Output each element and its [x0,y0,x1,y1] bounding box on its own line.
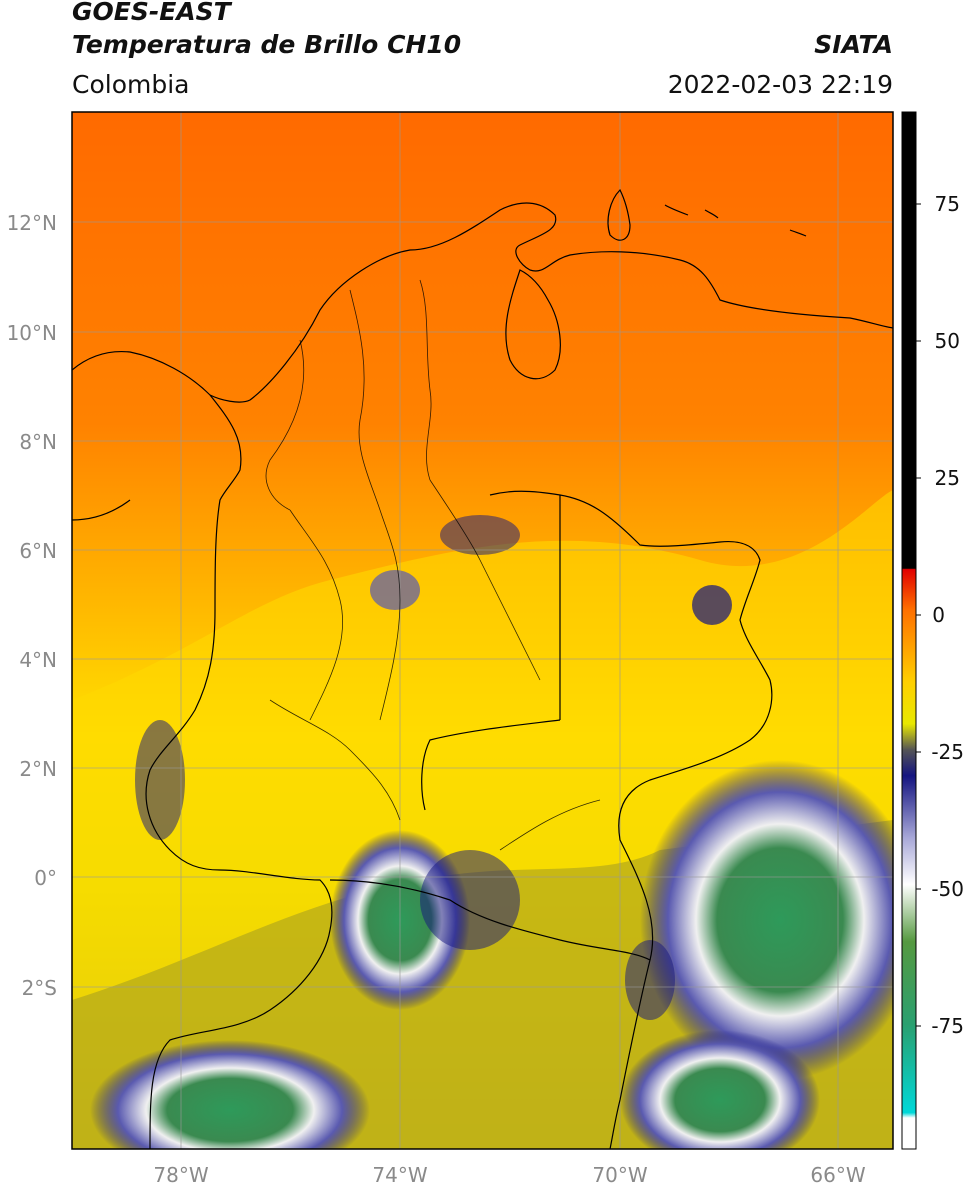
lon-label: 74°W [372,1163,427,1187]
lat-labels: 12°N 10°N 8°N 6°N 4°N 2°N 0° 2°S [7,211,57,1000]
lat-label: 4°N [19,648,57,672]
colorbar-tick: 25 [935,466,960,490]
coastlines-borders [72,188,893,1149]
lon-label: 78°W [153,1163,208,1187]
lat-label: 6°N [19,539,57,563]
colorbar-ticks: 75 50 25 0 -25 -50 -75 [931,192,964,1038]
lat-label: 8°N [19,430,57,454]
lon-label: 70°W [592,1163,647,1187]
colorbar-tick: -75 [931,1014,964,1038]
colorbar [901,111,917,1150]
lat-label: 2°N [19,757,57,781]
lat-label: 10°N [7,321,57,345]
title-region: Colombia [72,70,190,99]
colorbar-tick: -50 [931,877,964,901]
title-satellite: GOES-EAST [72,0,231,26]
brightness-temperature-field [72,112,893,1149]
colorbar-tick: 0 [932,603,945,627]
title-org: SIATA [814,30,893,59]
lat-label: 0° [34,866,57,890]
map-frame [71,111,894,1150]
lon-labels: 78°W 74°W 70°W 66°W [153,1163,865,1187]
lat-label: 2°S [22,976,57,1000]
title-product: Temperatura de Brillo CH10 [72,30,462,59]
title-datetime: 2022-02-03 22:19 [667,70,893,99]
colorbar-tick: 75 [935,192,960,216]
lat-label: 12°N [7,211,57,235]
lon-label: 66°W [810,1163,865,1187]
colorbar-tick: 50 [935,329,960,353]
colorbar-tick: -25 [931,740,964,764]
